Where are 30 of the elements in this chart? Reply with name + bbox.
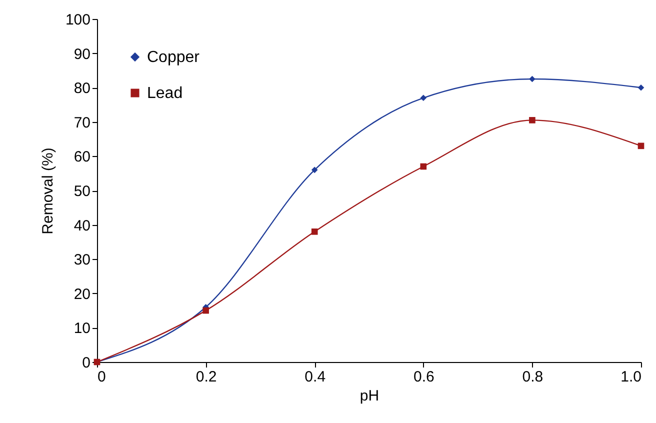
- point: [202, 307, 209, 314]
- y-tick-label: 50: [74, 183, 90, 200]
- legend-label: Copper: [147, 49, 200, 66]
- x-axis-title: pH: [360, 388, 380, 404]
- x-tick-label: 0.4: [304, 368, 326, 386]
- y-tick-label: 100: [65, 12, 90, 28]
- x-tick-label: 1.0: [620, 368, 642, 386]
- y-tick-label: 30: [74, 252, 90, 269]
- y-tick-label: 70: [74, 114, 90, 132]
- point: [420, 94, 427, 102]
- point: [311, 166, 318, 174]
- y-tick-label: 40: [74, 217, 90, 234]
- x-tick-label: 0.6: [413, 368, 434, 386]
- point: [638, 84, 644, 91]
- x-tick-label: 0.2: [196, 368, 217, 386]
- x-tick-label: 0.8: [522, 368, 544, 386]
- point: [529, 76, 536, 82]
- point: [529, 117, 536, 124]
- y-tick-label: 80: [74, 80, 90, 98]
- legend-label: Lead: [147, 85, 183, 102]
- y-tick-label: 20: [74, 286, 90, 303]
- point: [638, 142, 644, 150]
- y-tick-label: 10: [74, 320, 90, 338]
- y-axis-title: Removal (%): [39, 148, 56, 234]
- y-tick-label: 0: [82, 354, 90, 372]
- point: [420, 163, 427, 170]
- y-tick-label: 60: [74, 148, 90, 166]
- y-tick-label: 90: [74, 46, 90, 63]
- point: [311, 228, 318, 235]
- x-tick-label: 0: [98, 368, 106, 386]
